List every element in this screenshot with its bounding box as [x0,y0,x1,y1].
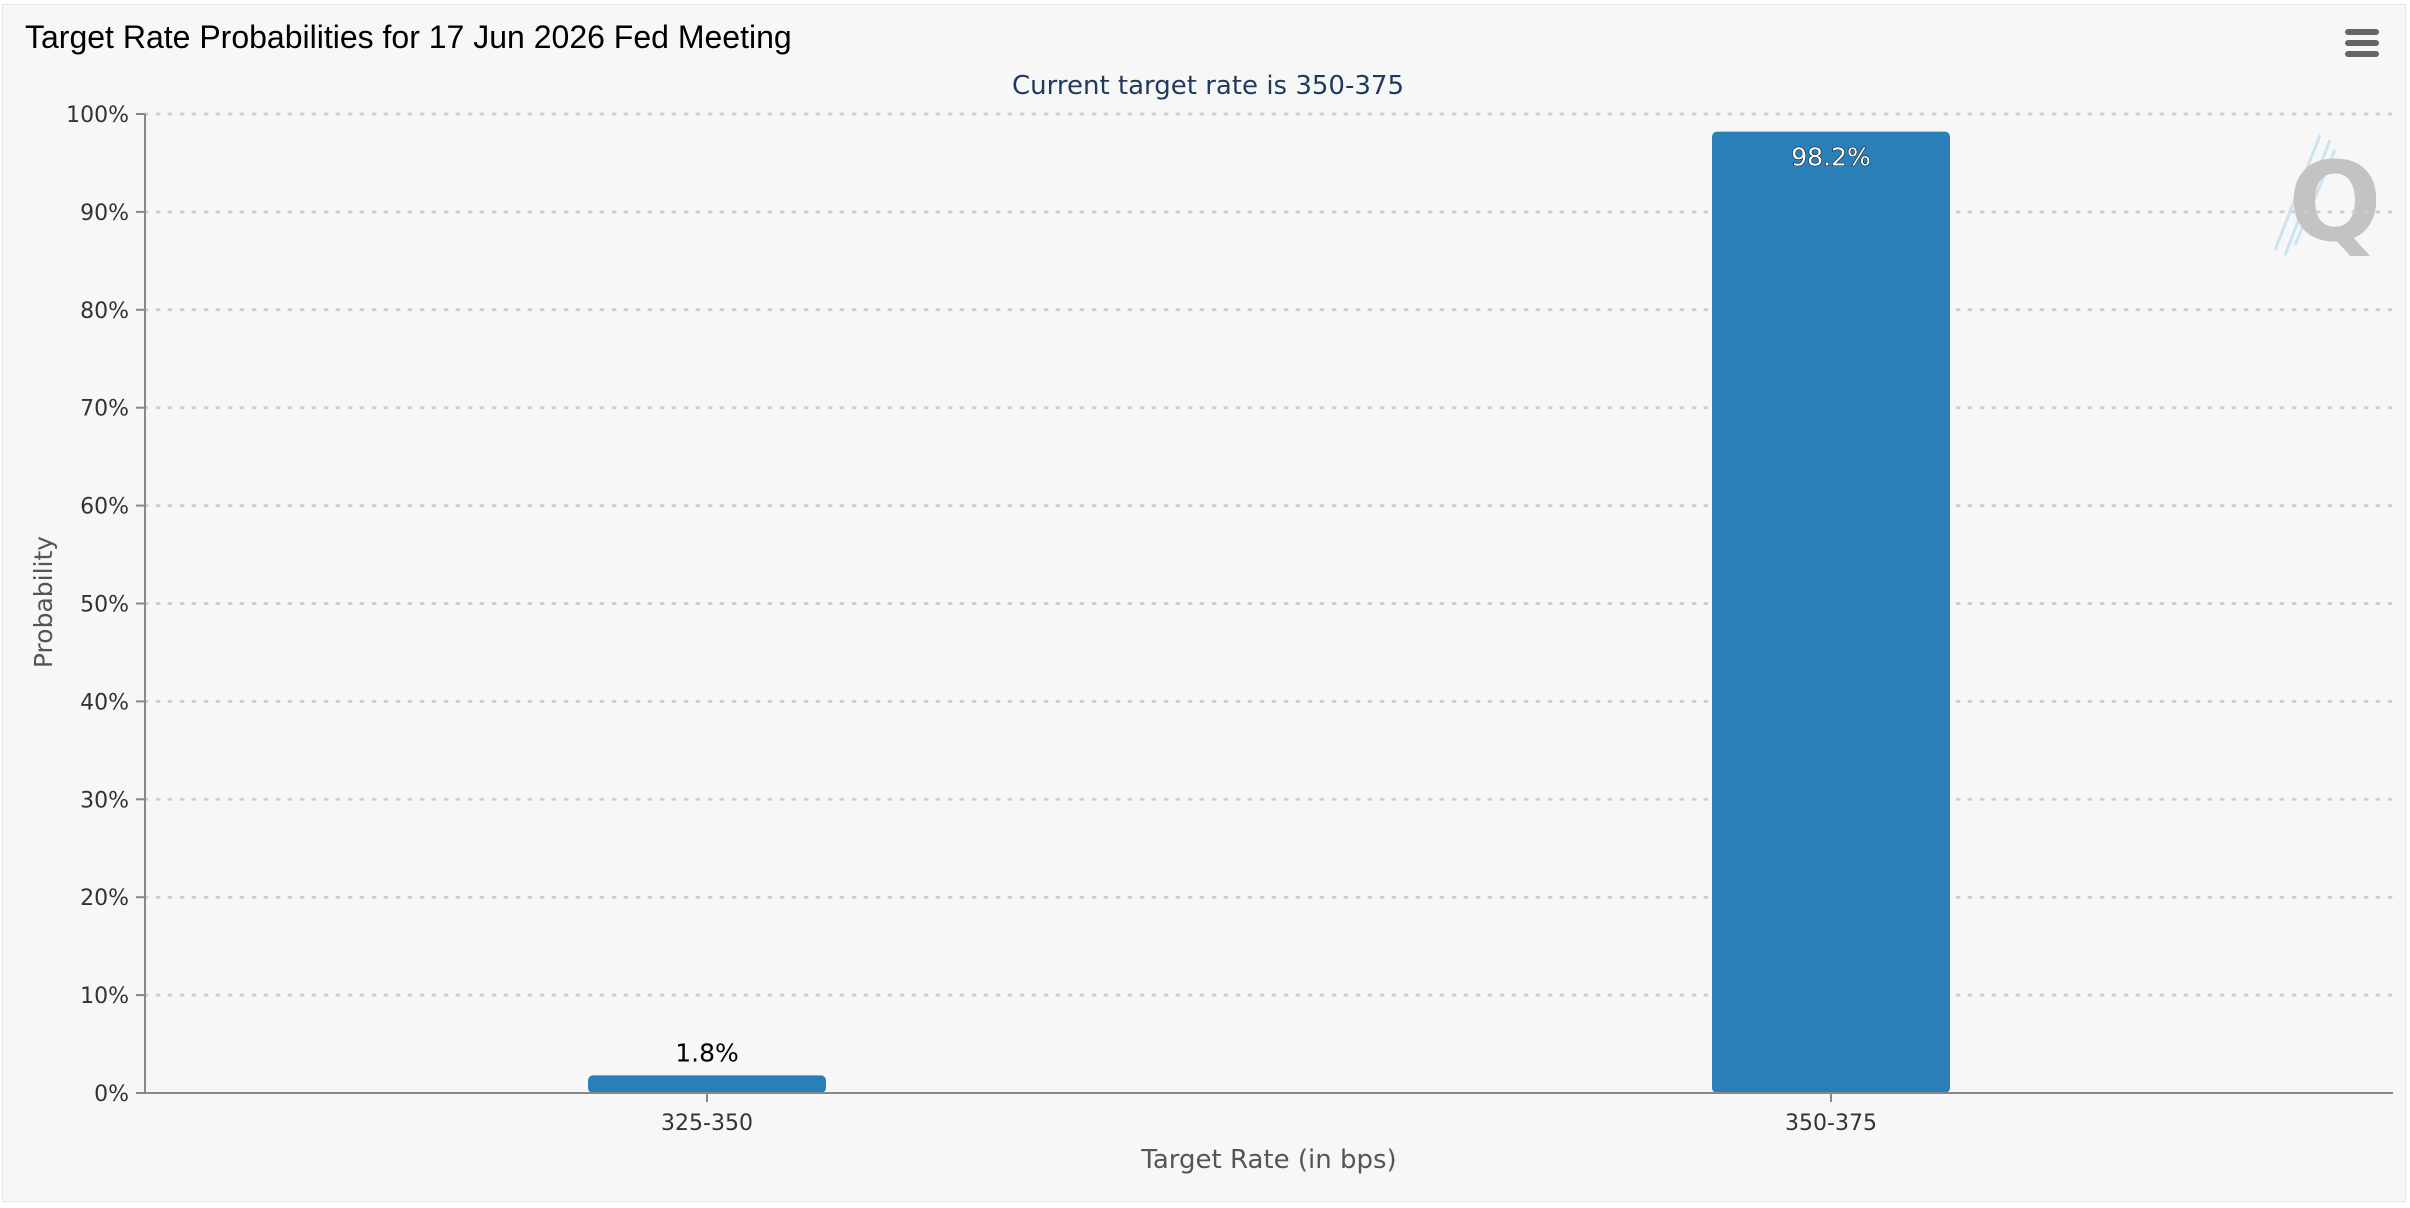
y-tick-label: 100% [66,103,129,128]
y-tick-label: 60% [80,495,129,520]
data-label: 98.2% [1791,143,1870,172]
chart-subtitle: Current target rate is 350-375 [1012,71,1404,101]
y-tick-label: 30% [80,788,129,813]
x-axis-ticks: 325-350 350-375 [661,1093,1877,1136]
data-label: 1.8% [675,1038,739,1067]
y-axis-ticks: 0% 10% 20% 30% 40% 50% 60% 70% 80% 90% 100% [66,103,145,1107]
grid-lines [143,112,2395,997]
y-tick-label: 90% [80,201,129,226]
y-tick-label: 0% [94,1082,129,1107]
q-logo-icon: Q [2273,134,2382,266]
x-axis-label: Target Rate (in bps) [1140,1145,1396,1175]
watermark-letter: Q [2288,138,2382,266]
bar-325-350[interactable] [588,1075,826,1093]
y-tick-label: 70% [80,397,129,422]
y-tick-label: 10% [80,984,129,1009]
y-tick-label: 80% [80,299,129,324]
y-tick-label: 20% [80,886,129,911]
x-tick-label: 350-375 [1785,1111,1877,1136]
x-tick-label: 325-350 [661,1111,753,1136]
y-tick-label: 40% [80,690,129,715]
page-title: Target Rate Probabilities for 17 Jun 202… [25,19,792,55]
bar-series: 1.8% 98.2% [588,131,1950,1093]
y-axis-label: Probability [29,536,58,668]
hamburger-menu-icon[interactable] [2345,29,2381,65]
y-tick-label: 50% [80,593,129,618]
bar-350-375[interactable] [1712,131,1950,1093]
